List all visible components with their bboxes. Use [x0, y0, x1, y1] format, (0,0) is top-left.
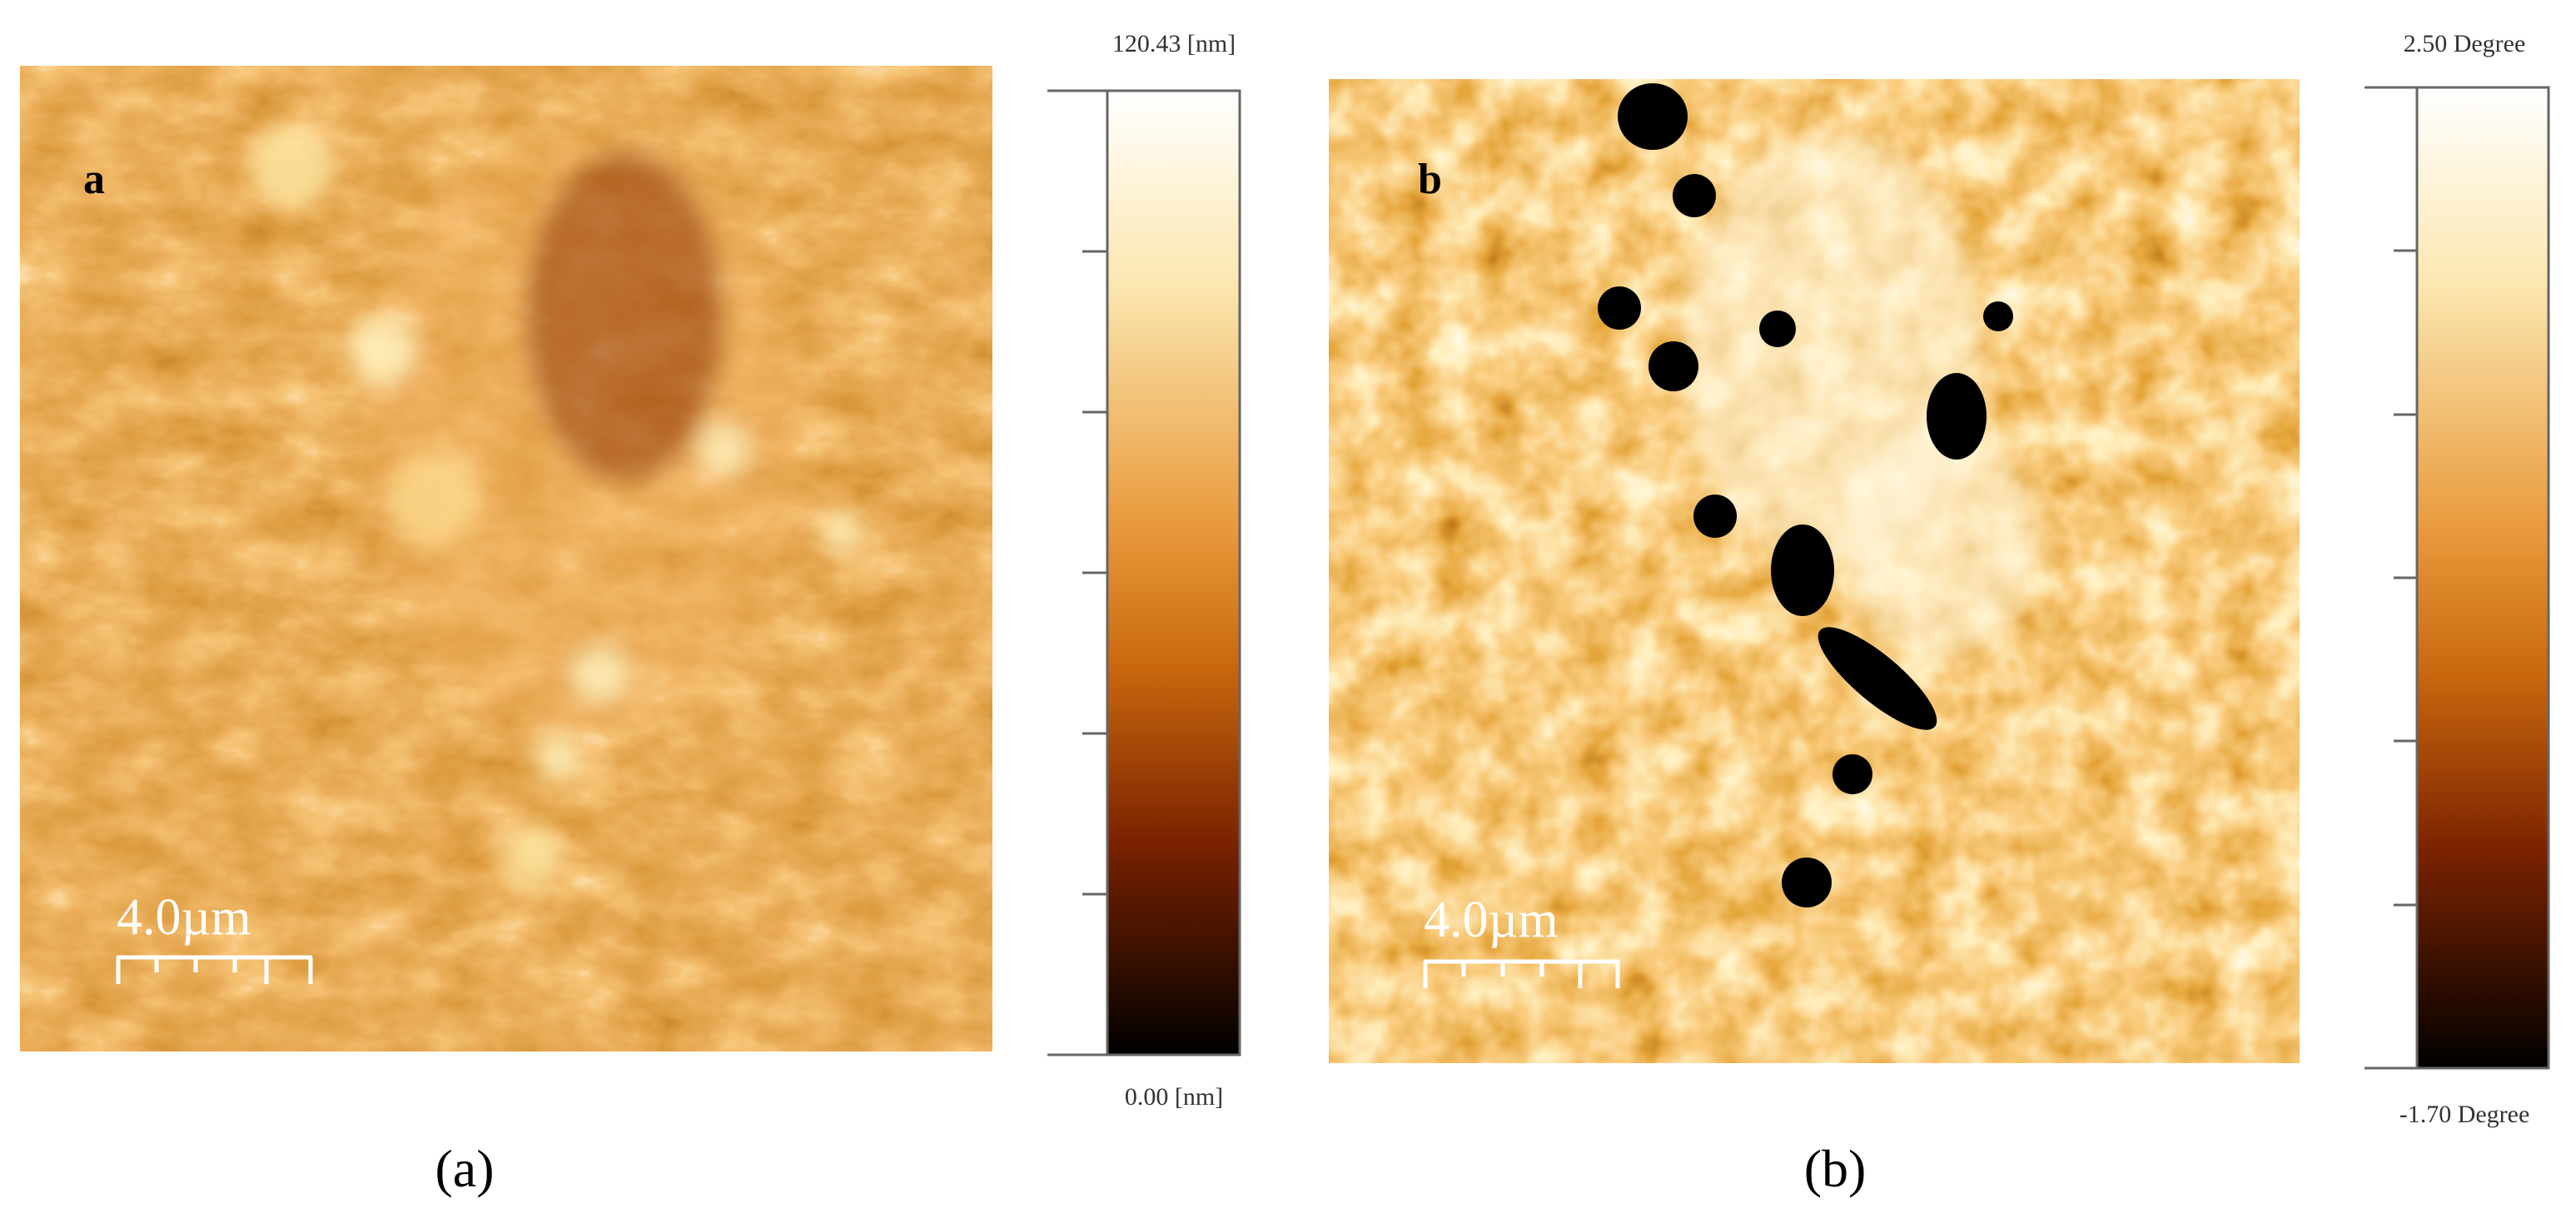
panel-letter: a	[83, 156, 105, 203]
scale-bar	[1423, 959, 1620, 988]
caption: (b)	[1804, 1139, 1867, 1198]
panel-letter: b	[1418, 156, 1442, 203]
dark-spots	[1598, 83, 2013, 907]
afm-image-b: b 4.0µm	[1329, 79, 2300, 1063]
colorbar-max: 120.43 [nm]	[1112, 30, 1236, 57]
colorbar-min: 0.00 [nm]	[1125, 1083, 1223, 1111]
colorbar-b: 2.50 Degree -1.70 Degree	[2365, 30, 2550, 1128]
colorbar-max: 2.50 Degree	[2404, 30, 2526, 57]
scale-bar-label: 4.0µm	[117, 889, 251, 946]
scale-bar	[116, 955, 313, 984]
colorbar-a: 120.43 [nm] 0.00 [nm]	[1047, 30, 1241, 1111]
colorbar-min: -1.70 Degree	[2399, 1101, 2530, 1128]
scale-bar-label: 4.0µm	[1424, 892, 1558, 948]
afm-image-a: a 4.0µm	[20, 66, 992, 1051]
caption: (a)	[435, 1139, 494, 1198]
